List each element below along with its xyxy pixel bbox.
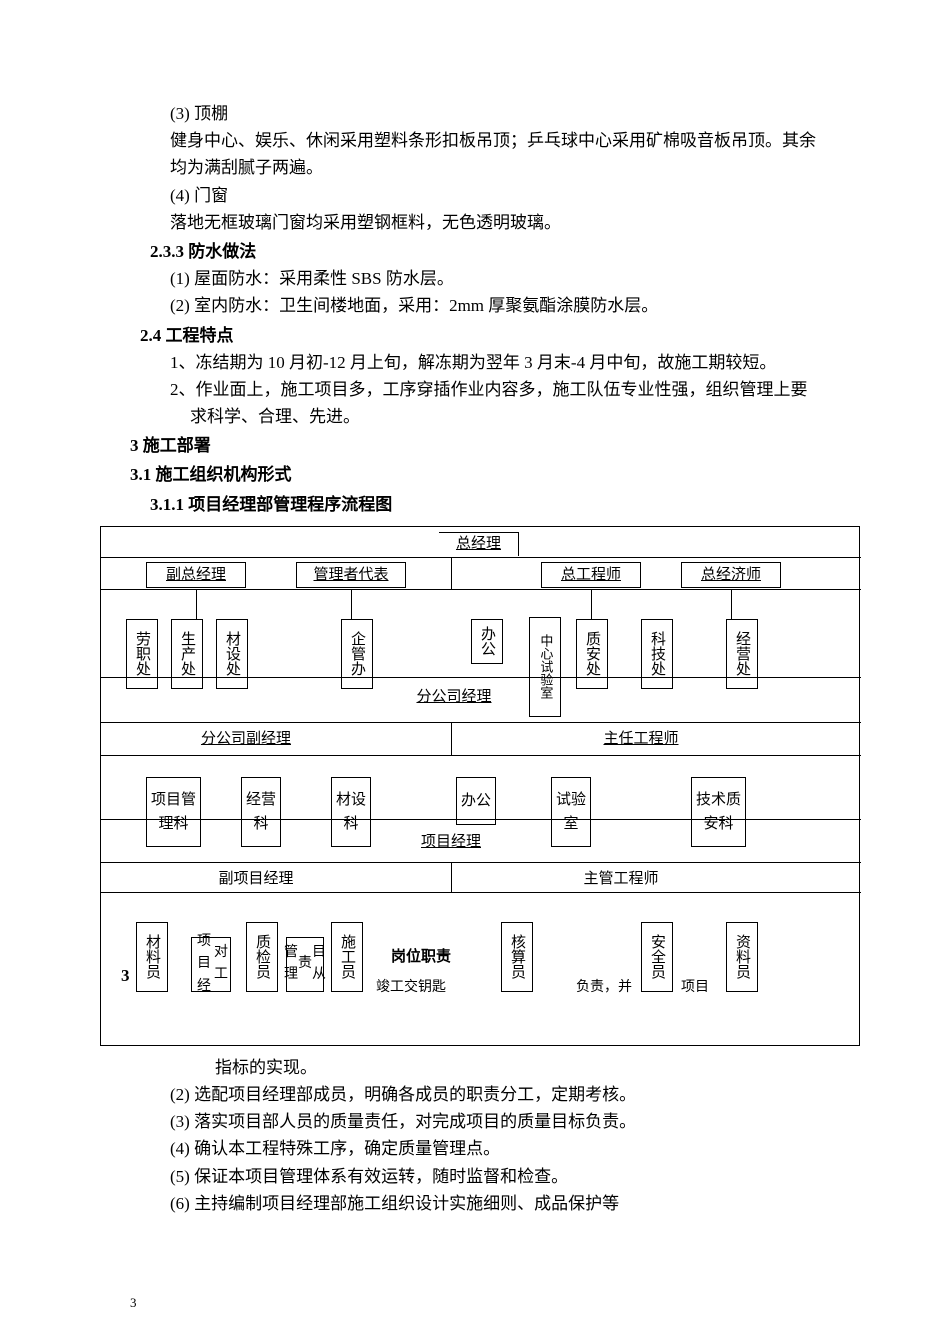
node-mgmt-rep: 管理者代表 — [296, 562, 406, 588]
section-number: 3 — [121, 962, 130, 989]
node-dept: 办公 — [456, 777, 496, 825]
text-fragment: 负责，并 — [576, 977, 632, 999]
node-dept: 项目管理科 — [146, 777, 201, 847]
heading-312: 岗位职责 — [376, 937, 466, 977]
node-dept: 材设科 — [331, 777, 371, 847]
node-staff-extra: 管理责目从 — [286, 937, 324, 992]
node-dept: 中心试验室 — [529, 617, 561, 717]
list-item: (6) 主持编制项目经理部施工组织设计实施细则、成品保护等 — [130, 1190, 820, 1217]
text-tail: 指标的实现。 — [130, 1054, 820, 1081]
node-deputy-gm: 副总经理 — [146, 562, 246, 588]
node-dept: 办公 — [471, 619, 503, 664]
node-staff-extra: 项目经对工 — [191, 937, 231, 992]
node-deputy-pm: 副项目经理 — [191, 867, 321, 891]
node-staff: 核算员 — [501, 922, 533, 992]
node-dept: 经营科 — [241, 777, 281, 847]
node-dept: 质安处 — [576, 619, 608, 689]
heading-3: 3 施工部署 — [130, 432, 820, 459]
node-dept: 经营处 — [726, 619, 758, 689]
node-chief-eng: 总工程师 — [541, 562, 641, 588]
node-project-manager: 项目经理 — [401, 830, 501, 854]
node-staff: 质检员 — [246, 922, 278, 992]
list-item: (2) 室内防水：卫生间楼地面，采用：2mm 厚聚氨酯涂膜防水层。 — [130, 292, 820, 319]
item-number: (3) — [170, 104, 190, 123]
node-dept: 科技处 — [641, 619, 673, 689]
node-branch-deputy: 分公司副经理 — [181, 727, 311, 751]
text-fragment: 项目 — [681, 977, 709, 999]
page-number: 3 — [130, 1293, 137, 1314]
paragraph: 健身中心、娱乐、休闲采用塑料条形扣板吊顶；乒乓球中心采用矿棉吸音板吊顶。其余均为… — [130, 127, 820, 181]
node-dept: 技术质安科 — [691, 777, 746, 847]
item-title: 顶棚 — [194, 104, 228, 123]
node-dept: 劳职处 — [126, 619, 158, 689]
list-item: (5) 保证本项目管理体系有效运转，随时监督和检查。 — [130, 1163, 820, 1190]
node-chief-econ: 总经济师 — [681, 562, 781, 588]
list-item: (3) 落实项目部人员的质量责任，对完成项目的质量目标负责。 — [130, 1108, 820, 1135]
node-staff: 材料员 — [136, 922, 168, 992]
heading-311: 3.1.1 项目经理部管理程序流程图 — [130, 491, 820, 518]
list-item: (4) 确认本工程特殊工序，确定质量管理点。 — [130, 1135, 820, 1162]
node-general-manager: 总经理 — [439, 532, 519, 556]
node-staff: 资料员 — [726, 922, 758, 992]
item-number: (4) — [170, 186, 190, 205]
heading-233: 2.3.3 防水做法 — [130, 238, 820, 265]
org-chart: 总经理 副总经理 管理者代表 总工程师 总经济师 劳职处 生产处 材设处 企管办… — [100, 526, 860, 1046]
list-item: 2、作业面上，施工项目多，工序穿插作业内容多，施工队伍专业性强，组织管理上要求科… — [130, 376, 820, 430]
node-dept: 生产处 — [171, 619, 203, 689]
heading-31: 3.1 施工组织机构形式 — [130, 461, 820, 488]
node-branch-manager: 分公司经理 — [399, 685, 509, 709]
heading-24: 2.4 工程特点 — [130, 322, 820, 349]
node-supervisor-eng: 主管工程师 — [561, 867, 681, 891]
list-item: (2) 选配项目经理部成员，明确各成员的职责分工，定期考核。 — [130, 1081, 820, 1108]
node-dept: 试验室 — [551, 777, 591, 847]
node-dept: 企管办 — [341, 619, 373, 689]
text-fragment: 竣工交钥匙 — [376, 977, 446, 999]
node-staff: 施工员 — [331, 922, 363, 992]
list-item: (1) 屋面防水：采用柔性 SBS 防水层。 — [130, 265, 820, 292]
node-staff: 安全员 — [641, 922, 673, 992]
node-dept: 材设处 — [216, 619, 248, 689]
item-title: 门窗 — [194, 186, 228, 205]
list-item: 1、冻结期为 10 月初-12 月上旬，解冻期为翌年 3 月末-4 月中旬，故施… — [130, 349, 820, 376]
paragraph: 落地无框玻璃门窗均采用塑钢框料，无色透明玻璃。 — [130, 209, 820, 236]
node-director-eng: 主任工程师 — [581, 727, 701, 751]
